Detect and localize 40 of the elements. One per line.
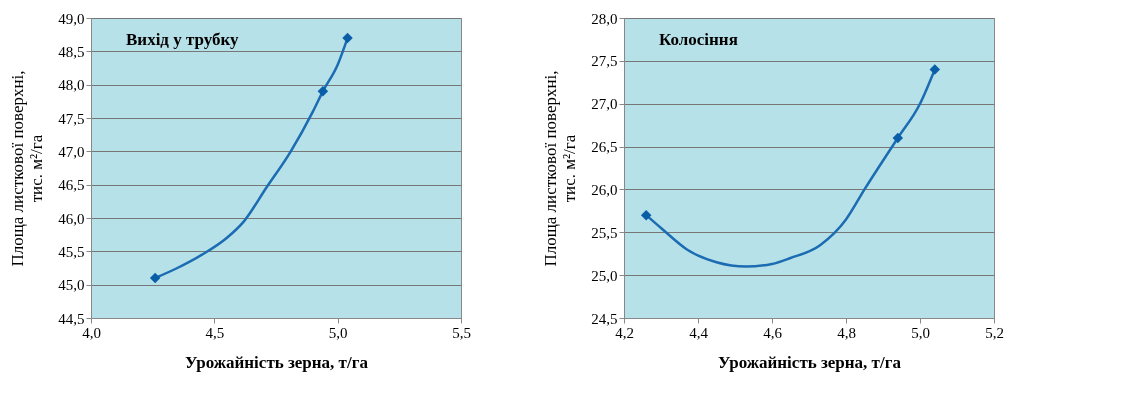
y-tick-label: 26,0: [591, 181, 618, 198]
x-tick-label: 4,0: [82, 324, 101, 341]
x-tick-label: 4,5: [205, 324, 225, 341]
point: [640, 209, 652, 221]
y-tick-label: 47,5: [58, 110, 85, 127]
y-tick-label: 25,5: [591, 224, 618, 241]
x-tick-label: 4,2: [615, 324, 634, 341]
x-tick-label: 5,0: [911, 324, 930, 341]
y-tick-label: 25,0: [591, 267, 618, 284]
point: [317, 86, 329, 97]
point: [149, 272, 161, 284]
y-tick-label: 27,0: [591, 96, 618, 113]
y-tick-label: 28,0: [591, 10, 618, 27]
point: [892, 132, 904, 144]
x-tick-label: 5,2: [985, 324, 1004, 341]
y-tick-label: 45,0: [58, 277, 85, 294]
x-tick-label: 5,5: [452, 324, 471, 341]
y-tick-label: 48,0: [58, 77, 85, 94]
x-tick-label: 4,6: [763, 324, 783, 341]
text: Колосіння: [659, 30, 738, 49]
point: [342, 32, 353, 44]
y-tick-label: 49,0: [58, 10, 85, 27]
y-tick-label: 46,5: [58, 177, 85, 194]
y-tick-label: 45,5: [58, 243, 85, 260]
x-tick-label: 5,0: [328, 324, 348, 341]
y-tick-label: 48,5: [58, 43, 85, 60]
x-axis-title: Урожайність зерна, т/га: [718, 352, 902, 372]
y-tick-label: 46,0: [58, 210, 85, 227]
y-tick-label: 44,5: [58, 310, 85, 327]
y-tick-label: 24,5: [591, 310, 618, 327]
x-tick-label: 4,8: [837, 324, 856, 341]
y-axis-title: Площа листкової поверхні, тис. м²/га: [8, 70, 47, 267]
y-axis-title: Площа листкової поверхні, тис. м²/га: [541, 70, 580, 267]
x-axis-title: Урожайність зерна, т/га: [185, 352, 369, 372]
text: Вихід у трубку: [126, 30, 240, 49]
y-tick-label: 47,0: [58, 143, 85, 160]
y-tick-label: 26,5: [591, 139, 618, 156]
point: [929, 64, 941, 75]
x-tick-label: 4,4: [689, 324, 709, 341]
y-tick-label: 27,5: [591, 53, 618, 70]
